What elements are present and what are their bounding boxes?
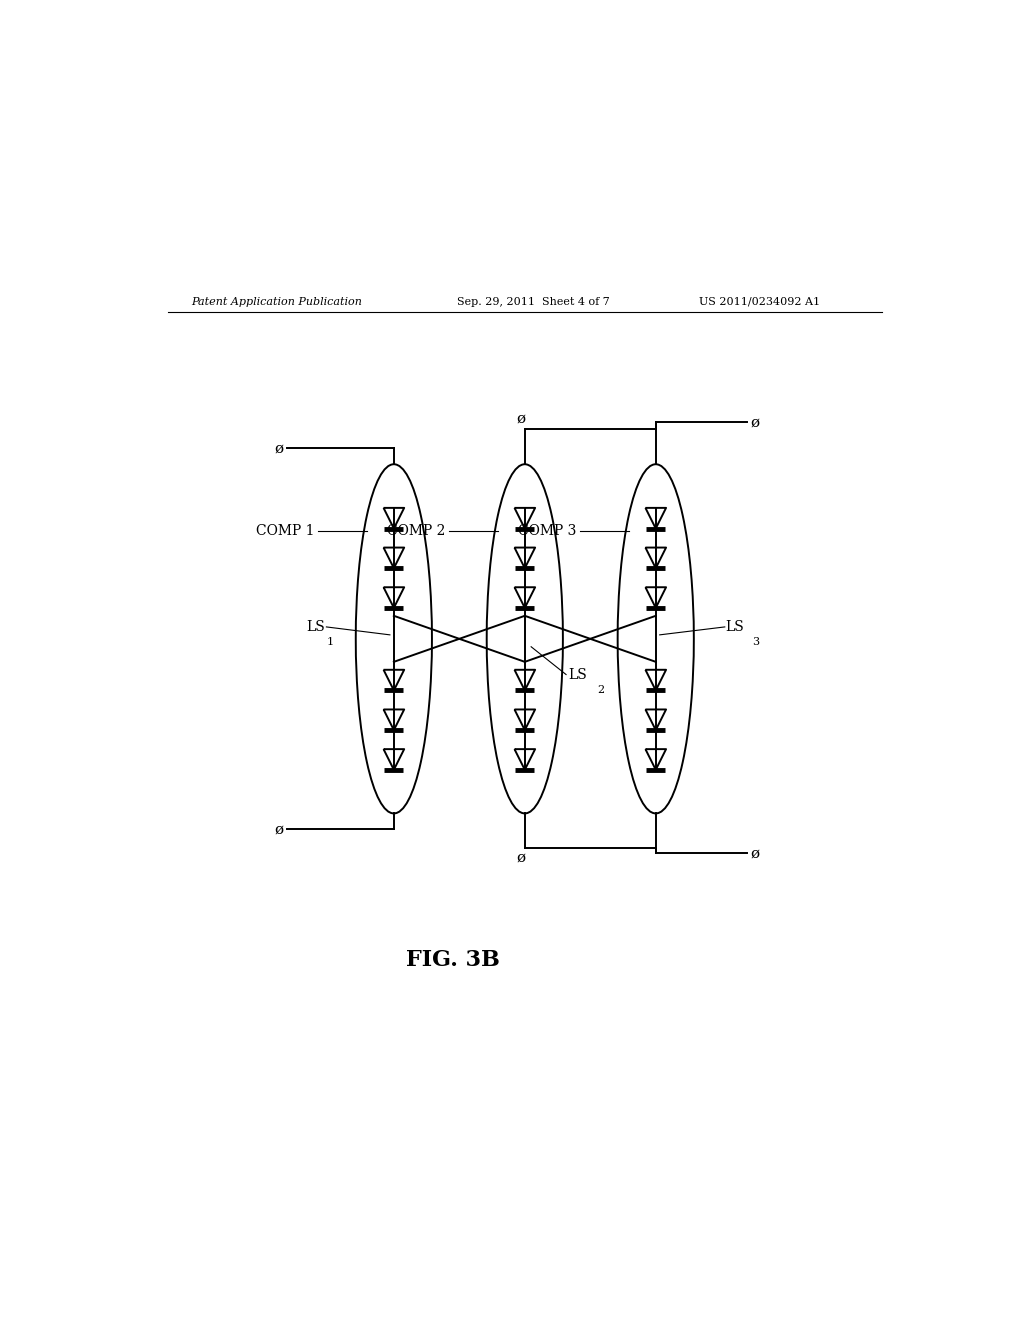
Text: 2: 2	[597, 685, 604, 694]
Text: ø: ø	[274, 822, 284, 837]
Text: LS: LS	[568, 668, 587, 681]
Text: 1: 1	[327, 638, 334, 647]
Text: COMP 1: COMP 1	[256, 524, 314, 537]
Text: COMP 3: COMP 3	[518, 524, 577, 537]
Text: ø: ø	[516, 412, 525, 426]
Text: US 2011/0234092 A1: US 2011/0234092 A1	[699, 297, 820, 306]
Text: ø: ø	[751, 846, 760, 861]
Text: LS: LS	[725, 620, 743, 634]
Text: Patent Application Publication: Patent Application Publication	[191, 297, 362, 306]
Text: ø: ø	[751, 416, 760, 429]
Text: LS: LS	[306, 620, 325, 634]
Text: ø: ø	[516, 851, 525, 865]
Text: ø: ø	[274, 441, 284, 455]
Text: 3: 3	[752, 638, 759, 647]
Text: Sep. 29, 2011  Sheet 4 of 7: Sep. 29, 2011 Sheet 4 of 7	[458, 297, 610, 306]
Text: COMP 2: COMP 2	[387, 524, 445, 537]
Text: FIG. 3B: FIG. 3B	[407, 949, 501, 972]
